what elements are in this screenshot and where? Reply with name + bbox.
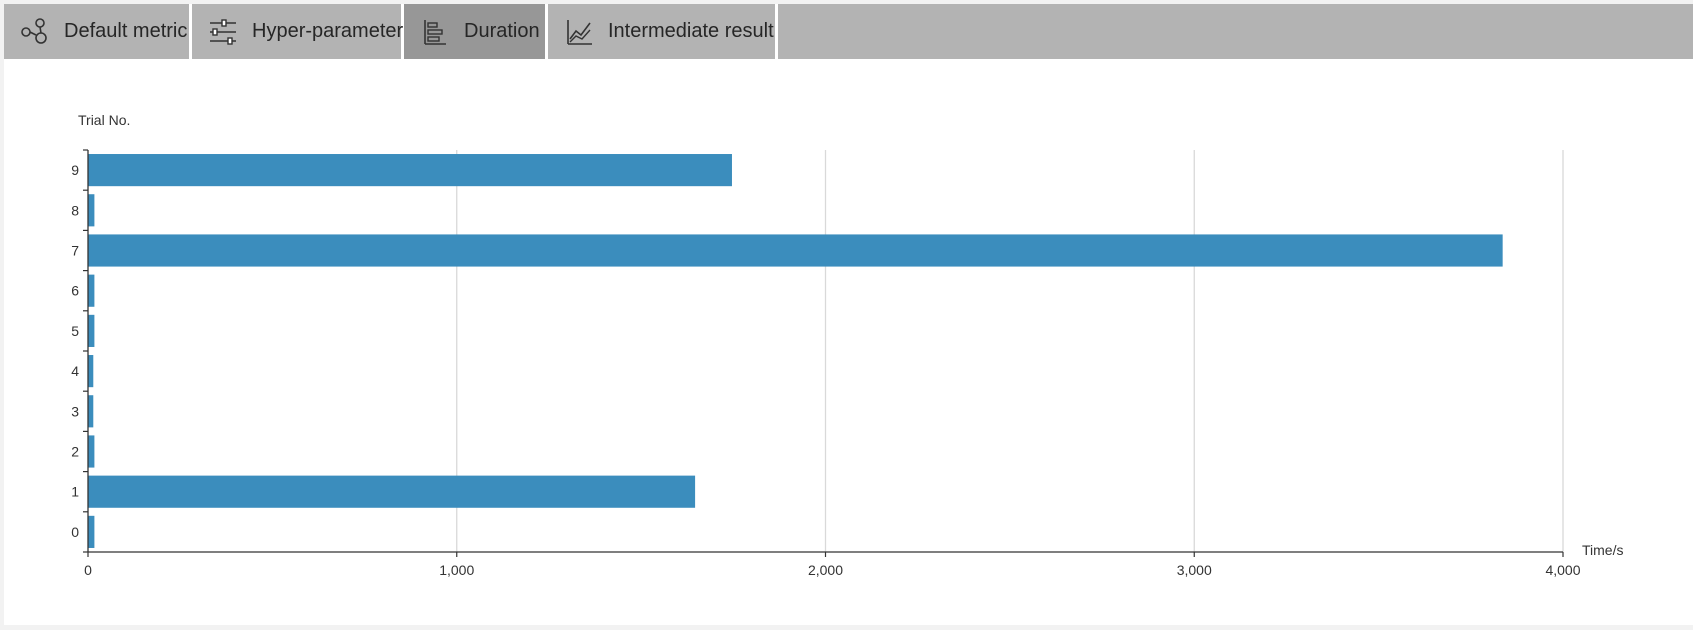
- tab-label: Default metric: [64, 20, 188, 42]
- bar-trial-6: [88, 274, 95, 307]
- bar-trial-9: [88, 154, 732, 187]
- tab-label: Duration: [464, 20, 540, 42]
- y-tick-label: 1: [71, 484, 79, 500]
- x-tick-label: 4,000: [1545, 562, 1580, 578]
- line-chart-icon: [564, 17, 594, 47]
- duration-bar-chart: 0 1 2 3 4 5 6 7 8 9 0 1,000 2,000 3,000 4,000 Trial No.…: [71, 112, 1623, 578]
- bar-chart-icon: [420, 17, 450, 47]
- x-axis-title: Time/s: [1582, 542, 1623, 558]
- y-tick-label: 6: [71, 283, 79, 299]
- chart-tab-bar: Default metric Hyper-parameter Du: [4, 4, 1693, 59]
- tab-hyper-parameter[interactable]: Hyper-parameter: [192, 4, 404, 59]
- y-tick-label: 8: [71, 202, 79, 218]
- bar-trial-2: [88, 435, 95, 468]
- duration-chart: 0 1 2 3 4 5 6 7 8 9 0 1,000 2,000 3,000 4,000 Trial No.…: [0, 95, 1693, 625]
- bar-trial-1: [88, 475, 696, 508]
- x-tick-label: 0: [84, 562, 92, 578]
- x-tick-label: 2,000: [808, 562, 843, 578]
- y-tick-label: 3: [71, 403, 79, 419]
- chart-panel: [4, 4, 1693, 625]
- bar-trial-7: [88, 234, 1503, 267]
- bar-trial-0: [88, 515, 95, 548]
- x-tick-label: 1,000: [439, 562, 474, 578]
- y-tick-label: 7: [71, 243, 79, 259]
- tab-intermediate-result[interactable]: Intermediate result: [548, 4, 778, 59]
- y-axis-title: Trial No.: [78, 112, 130, 128]
- tab-duration[interactable]: Duration: [404, 4, 548, 59]
- y-tick-label: 5: [71, 323, 79, 339]
- x-tick-label: 3,000: [1177, 562, 1212, 578]
- tab-default-metric[interactable]: Default metric: [4, 4, 192, 59]
- bar-trial-4: [88, 355, 94, 388]
- y-tick-label: 2: [71, 444, 79, 460]
- sliders-icon: [208, 17, 238, 47]
- bar-trial-5: [88, 314, 95, 347]
- y-tick-label: 9: [71, 162, 79, 178]
- scatter-nodes-icon: [20, 17, 50, 47]
- tab-label: Hyper-parameter: [252, 20, 404, 42]
- bar-trial-3: [88, 395, 94, 428]
- y-tick-label: 4: [71, 363, 79, 379]
- bar-trial-8: [88, 194, 95, 227]
- tab-label: Intermediate result: [608, 20, 774, 42]
- y-tick-label: 0: [71, 524, 79, 540]
